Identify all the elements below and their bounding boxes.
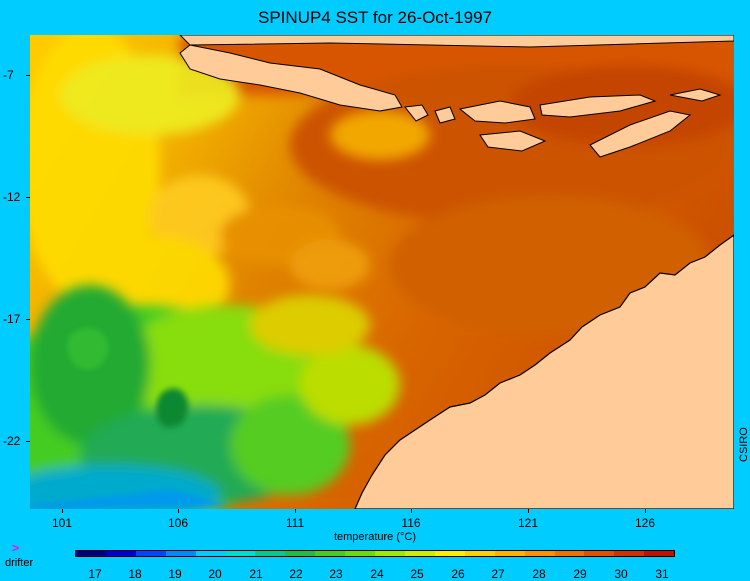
map-title: SPINUP4 SST for 26-Oct-1997 bbox=[257, 8, 492, 27]
y-tick-label: -17 bbox=[3, 312, 21, 326]
colorbar-tick-label: 19 bbox=[168, 567, 182, 581]
y-tick-mark bbox=[26, 75, 30, 76]
y-tick-label: -22 bbox=[3, 434, 21, 448]
colorbar-segment bbox=[584, 551, 615, 556]
colorbar-segment bbox=[614, 551, 645, 556]
colorbar-segment bbox=[404, 551, 435, 556]
colorbar-segment bbox=[524, 551, 555, 556]
x-tick-mark bbox=[411, 509, 412, 513]
colorbar-segment bbox=[76, 551, 106, 556]
colorbar-tick-label: 27 bbox=[491, 567, 505, 581]
colorbar-segment bbox=[105, 551, 136, 556]
colorbar-tick-label: 20 bbox=[208, 567, 222, 581]
colorbar-tick-label: 31 bbox=[655, 567, 669, 581]
colorbar-tick-label: 18 bbox=[128, 567, 142, 581]
credit-label: CSIRO bbox=[738, 427, 750, 462]
colorbar-segment bbox=[135, 551, 166, 556]
y-tick-mark bbox=[26, 441, 30, 442]
colorbar-segment bbox=[225, 551, 256, 556]
colorbar-segment bbox=[195, 551, 226, 556]
x-tick-label: 106 bbox=[167, 516, 189, 530]
colorbar-segment bbox=[644, 551, 675, 556]
colorbar-segment bbox=[165, 551, 196, 556]
colorbar-segment bbox=[464, 551, 495, 556]
x-tick-label: 126 bbox=[634, 516, 656, 530]
y-tick-label: -12 bbox=[3, 190, 21, 204]
colorbar-segment bbox=[434, 551, 465, 556]
y-tick-label: -7 bbox=[3, 68, 14, 82]
y-tick-mark bbox=[26, 197, 30, 198]
x-tick-label: 111 bbox=[285, 516, 305, 530]
colorbar-segment bbox=[255, 551, 286, 556]
colorbar-segment bbox=[285, 551, 316, 556]
colorbar-tick-label: 25 bbox=[410, 567, 424, 581]
colorbar-segment bbox=[375, 551, 405, 556]
x-tick-mark bbox=[645, 509, 646, 513]
x-tick-label: 121 bbox=[517, 516, 539, 530]
colorbar bbox=[75, 550, 675, 557]
colorbar-segment bbox=[554, 551, 585, 556]
sst-map-graphic bbox=[30, 35, 734, 509]
x-tick-mark bbox=[178, 509, 179, 513]
x-tick-label: 101 bbox=[51, 516, 73, 530]
x-tick-mark bbox=[528, 509, 529, 513]
x-tick-mark bbox=[295, 509, 296, 513]
y-tick-mark bbox=[26, 319, 30, 320]
colorbar-segment bbox=[315, 551, 346, 556]
drifter-legend-label: drifter bbox=[5, 557, 34, 569]
colorbar-label: temperature (°C) bbox=[333, 531, 417, 543]
colorbar-tick-label: 23 bbox=[329, 567, 343, 581]
sst-map bbox=[30, 35, 734, 509]
colorbar-tick-label: 22 bbox=[289, 567, 303, 581]
colorbar-tick-label: 29 bbox=[573, 567, 587, 581]
colorbar-tick-label: 26 bbox=[451, 567, 465, 581]
colorbar-segment bbox=[494, 551, 525, 556]
x-tick-label: 116 bbox=[401, 516, 421, 530]
colorbar-tick-label: 24 bbox=[370, 567, 384, 581]
colorbar-tick-label: 21 bbox=[249, 567, 263, 581]
colorbar-tick-label: 30 bbox=[614, 567, 628, 581]
colorbar-tick-label: 28 bbox=[532, 567, 546, 581]
drifter-marker-icon: > bbox=[12, 541, 20, 555]
colorbar-tick-label: 17 bbox=[88, 567, 102, 581]
x-tick-mark bbox=[62, 509, 63, 513]
colorbar-segment bbox=[345, 551, 376, 556]
